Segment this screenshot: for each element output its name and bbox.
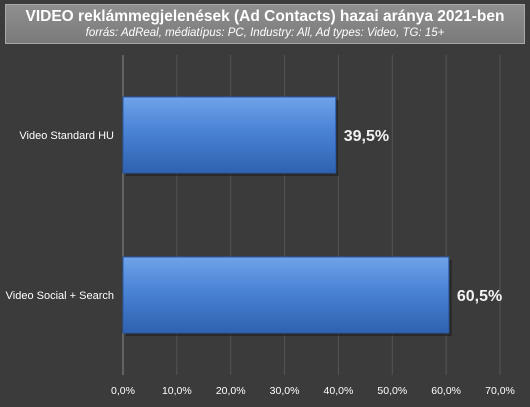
category-label: Video Standard HU	[19, 130, 114, 142]
x-tick-label: 0,0%	[111, 385, 135, 397]
x-tick-label: 20,0%	[216, 385, 246, 397]
x-tick-label: 10,0%	[162, 385, 192, 397]
bar	[122, 256, 450, 334]
bars	[122, 96, 452, 336]
x-tick-label: 70,0%	[485, 385, 515, 397]
bar	[122, 96, 337, 174]
x-tick-label: 30,0%	[270, 385, 300, 397]
x-tick-label: 50,0%	[377, 385, 407, 397]
data-label: 39,5%	[344, 128, 389, 145]
data-label: 60,5%	[457, 288, 502, 305]
chart-subtitle: forrás: AdReal, médiatípus: PC, Industry…	[85, 27, 445, 39]
x-tick-label: 60,0%	[431, 385, 461, 397]
category-label: Video Social + Search	[6, 290, 114, 302]
x-tick-label: 40,0%	[324, 385, 354, 397]
chart-title-box: VIDEO reklámmegjelenések (Ad Contacts) h…	[5, 4, 525, 44]
labels: 0,0% 10,0% 20,0% 30,0% 40,0% 50,0% 60,0% 70,0% V…	[6, 128, 515, 397]
chart-title: VIDEO reklámmegjelenések (Ad Contacts) h…	[25, 8, 505, 25]
